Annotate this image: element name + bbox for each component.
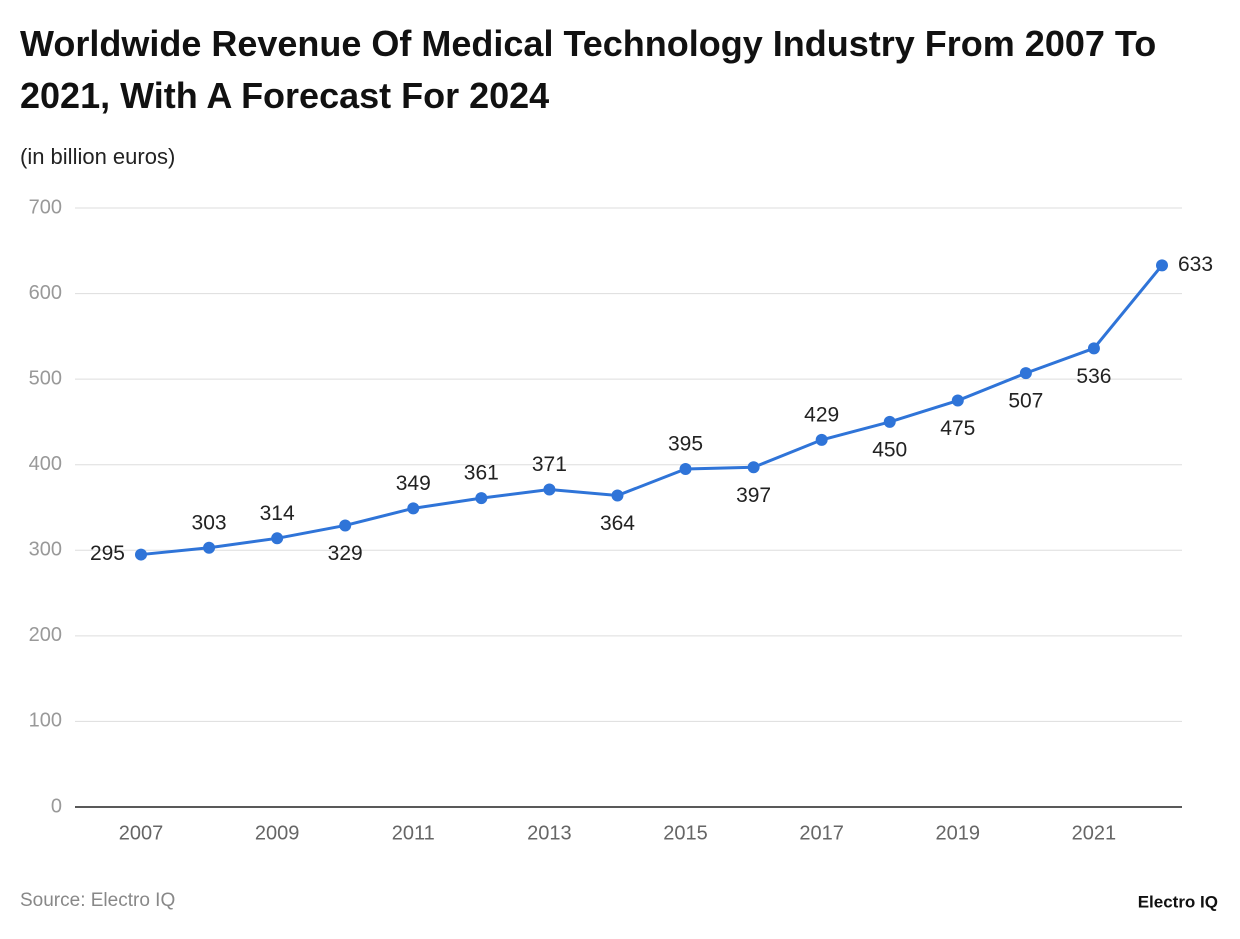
y-tick-label: 600 xyxy=(29,282,62,304)
x-tick-label: 2019 xyxy=(936,822,981,844)
brand: Electro IQ xyxy=(1138,892,1218,911)
y-tick-label: 100 xyxy=(29,710,62,732)
x-tick-label: 2017 xyxy=(799,822,844,844)
point xyxy=(1019,367,1032,380)
data-label: 364 xyxy=(600,512,635,535)
y-tick-label: 300 xyxy=(29,539,62,561)
data-label: 429 xyxy=(804,403,839,426)
point xyxy=(339,519,352,532)
x-tick-label: 2009 xyxy=(255,822,300,844)
point xyxy=(883,415,896,428)
point xyxy=(951,394,964,407)
data-label: 303 xyxy=(192,511,227,534)
line xyxy=(140,264,1164,557)
y-tick-label: 400 xyxy=(29,453,62,475)
data-label: 371 xyxy=(532,453,567,476)
x-tick-label: 2007 xyxy=(119,822,164,844)
x-tick-label: 2021 xyxy=(1072,822,1117,844)
data-label: 450 xyxy=(872,438,907,461)
x-tick-label: 2015 xyxy=(663,822,708,844)
x-tick-label: 2013 xyxy=(527,822,572,844)
data-label: 349 xyxy=(396,472,431,495)
point xyxy=(815,433,828,446)
point xyxy=(543,483,556,496)
point xyxy=(1156,259,1168,272)
point xyxy=(611,489,624,502)
data-label: 329 xyxy=(328,542,363,565)
point xyxy=(1087,342,1100,355)
y-tick-label: 700 xyxy=(29,196,62,218)
y-tick-label: 500 xyxy=(29,367,62,389)
y-tick-label: 200 xyxy=(29,624,62,646)
point xyxy=(203,541,216,554)
point xyxy=(475,492,488,505)
data-label: 475 xyxy=(940,417,975,440)
data-label: 633 xyxy=(1178,253,1213,276)
data-label: 395 xyxy=(668,433,703,456)
point xyxy=(135,548,147,561)
source: Source: Electro IQ xyxy=(20,890,175,911)
point xyxy=(271,532,284,545)
point xyxy=(747,461,760,474)
chart-title: Worldwide Revenue Of Medical Technology … xyxy=(20,23,1156,116)
point xyxy=(679,462,692,475)
data-label: 314 xyxy=(260,502,295,525)
data-label: 397 xyxy=(736,484,771,507)
data-label: 536 xyxy=(1076,365,1111,388)
data-label: 361 xyxy=(464,462,499,485)
y-tick-label: 0 xyxy=(51,795,62,817)
x-tick-label: 2011 xyxy=(392,822,435,844)
data-label: 295 xyxy=(90,542,125,565)
point xyxy=(407,502,420,515)
data-label: 507 xyxy=(1008,390,1043,413)
chart-subtitle: (in billion euros) xyxy=(20,144,175,169)
